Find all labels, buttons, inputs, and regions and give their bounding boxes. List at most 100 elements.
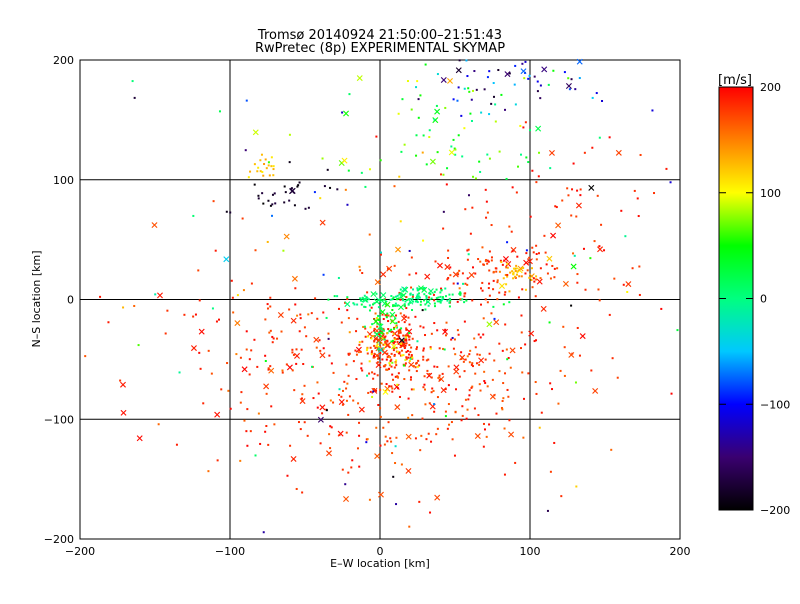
data-point (461, 414, 464, 417)
data-point (312, 397, 315, 400)
data-point (398, 293, 401, 296)
data-point (363, 294, 366, 297)
data-point (428, 136, 431, 139)
data-point (379, 253, 382, 256)
data-point (470, 119, 473, 122)
data-point (534, 381, 537, 384)
data-point (490, 224, 493, 227)
data-point (436, 329, 439, 332)
data-point (391, 361, 394, 364)
data-point-cross (448, 149, 455, 156)
data-point (421, 417, 424, 420)
data-point (620, 209, 623, 212)
data-point (557, 402, 560, 405)
data-point (494, 267, 497, 270)
data-point (466, 283, 469, 286)
data-point (470, 363, 473, 366)
data-point-cross (548, 149, 555, 156)
data-point (396, 383, 399, 386)
data-point (449, 274, 452, 277)
data-point (576, 326, 579, 329)
data-point (460, 357, 463, 360)
data-point-cross (493, 319, 500, 326)
data-point (293, 204, 296, 207)
data-point (257, 194, 260, 197)
data-point (393, 185, 396, 188)
data-point (478, 160, 481, 163)
data-point (669, 181, 672, 184)
data-point (249, 170, 252, 173)
data-point (410, 346, 413, 349)
data-point (390, 358, 393, 361)
data-point (319, 442, 322, 445)
data-point (210, 372, 213, 375)
data-point (211, 307, 214, 310)
data-point (522, 436, 525, 439)
data-point (395, 350, 398, 353)
data-point (299, 313, 302, 316)
data-point (304, 207, 307, 210)
data-point (355, 378, 358, 381)
data-point (464, 398, 467, 401)
data-point (361, 369, 364, 372)
data-point (468, 394, 471, 397)
data-point (415, 346, 418, 349)
data-point (343, 380, 346, 383)
data-point (539, 277, 542, 280)
data-point (506, 266, 509, 269)
data-point (292, 353, 295, 356)
data-point-cross (263, 383, 270, 390)
data-point (406, 80, 409, 83)
data-point (500, 406, 503, 409)
data-point (488, 113, 491, 116)
data-point (448, 423, 451, 426)
data-point (446, 299, 449, 302)
colorbar-tick-label: 100 (760, 187, 781, 200)
data-point (487, 287, 490, 290)
y-tick-label: 100 (53, 174, 74, 187)
data-point (397, 372, 400, 375)
data-point (593, 240, 596, 243)
data-point (423, 293, 426, 296)
data-point-cross (373, 331, 380, 338)
data-point (441, 296, 444, 299)
data-point (576, 281, 579, 284)
data-point (358, 341, 361, 344)
y-tick-label: −100 (44, 413, 74, 426)
data-point (342, 389, 345, 392)
data-point (230, 279, 233, 282)
data-point (415, 295, 418, 298)
data-point (399, 220, 402, 223)
data-point (406, 350, 409, 353)
data-point (322, 273, 325, 276)
data-point (370, 306, 373, 309)
data-point (528, 129, 531, 132)
data-point (392, 342, 395, 345)
data-point (376, 325, 379, 328)
data-point (408, 353, 411, 356)
data-point (463, 127, 466, 130)
data-point (493, 359, 496, 362)
data-point (591, 146, 594, 149)
data-point (561, 199, 564, 202)
data-point (472, 175, 475, 178)
data-point (273, 423, 276, 426)
data-point (399, 328, 402, 331)
data-point (430, 391, 433, 394)
data-point (384, 435, 387, 438)
data-point (452, 282, 455, 285)
data-point-cross (517, 265, 524, 272)
data-point (502, 303, 505, 306)
data-point (458, 292, 461, 295)
data-point (400, 327, 403, 330)
data-point (377, 306, 380, 309)
data-point (427, 358, 430, 361)
data-point (536, 80, 539, 83)
data-point (508, 72, 511, 75)
data-point-cross (398, 337, 405, 344)
data-point-cross (319, 404, 326, 411)
data-point (503, 427, 506, 430)
data-point (498, 291, 501, 294)
data-point (560, 495, 563, 498)
data-point-cross (344, 301, 351, 308)
